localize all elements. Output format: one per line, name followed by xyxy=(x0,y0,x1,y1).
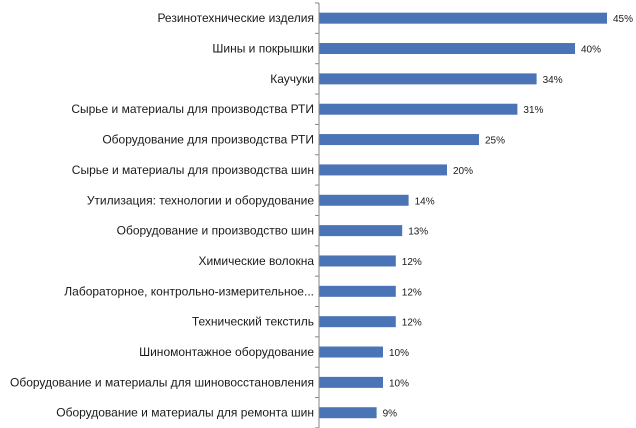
bar xyxy=(319,285,396,297)
bar xyxy=(319,134,479,146)
value-label: 13% xyxy=(408,227,428,238)
value-labels: 45% 40% 34% 31% 25% 20% 14% 13% 12% 12% 12% 10% 10% 9… xyxy=(383,14,634,420)
category-label: Оборудование для производства РТИ xyxy=(102,133,314,147)
bar xyxy=(319,316,396,328)
category-label: Шины и покрышки xyxy=(212,42,314,56)
bar xyxy=(319,255,396,267)
category-label: Шиномонтажное оборудование xyxy=(139,345,314,359)
value-label: 40% xyxy=(581,45,601,56)
category-label: Резинотехнические изделия xyxy=(157,11,314,25)
category-label: Сырье и материалы для производства шин xyxy=(72,163,314,177)
value-label: 12% xyxy=(402,257,422,268)
category-label: Лабораторное, контрольно-измерительное..… xyxy=(64,284,314,298)
bar xyxy=(319,346,383,358)
value-label: 10% xyxy=(389,348,409,359)
bar xyxy=(319,12,607,24)
value-label: 34% xyxy=(543,75,563,86)
category-label: Каучуки xyxy=(270,72,314,86)
bar xyxy=(319,376,383,388)
value-label: 31% xyxy=(523,105,543,116)
value-label: 9% xyxy=(383,409,398,420)
category-label: Сырье и материалы для производства РТИ xyxy=(71,102,314,116)
bar xyxy=(319,103,518,115)
bar xyxy=(319,194,409,206)
bar xyxy=(319,43,575,55)
category-label: Утилизация: технологии и оборудование xyxy=(87,193,315,207)
value-label: 12% xyxy=(402,318,422,329)
value-label: 20% xyxy=(453,166,473,177)
category-labels: Резинотехнические изделия Шины и покрышки… xyxy=(10,11,314,420)
bar xyxy=(319,407,377,419)
bars xyxy=(319,12,607,419)
category-label: Оборудование и производство шин xyxy=(117,224,314,238)
value-label: 10% xyxy=(389,378,409,389)
value-label: 14% xyxy=(415,196,435,207)
value-label: 12% xyxy=(402,287,422,298)
category-label: Оборудование и материалы для шиновосстан… xyxy=(10,375,314,389)
bar xyxy=(319,225,403,237)
bar xyxy=(319,164,447,176)
category-label: Химические волокна xyxy=(198,254,314,268)
category-label: Оборудование и материалы для ремонта шин xyxy=(56,406,314,420)
bar xyxy=(319,73,537,85)
value-label: 25% xyxy=(485,136,505,147)
value-label: 45% xyxy=(613,14,633,25)
category-label: Технический текстиль xyxy=(192,315,314,329)
